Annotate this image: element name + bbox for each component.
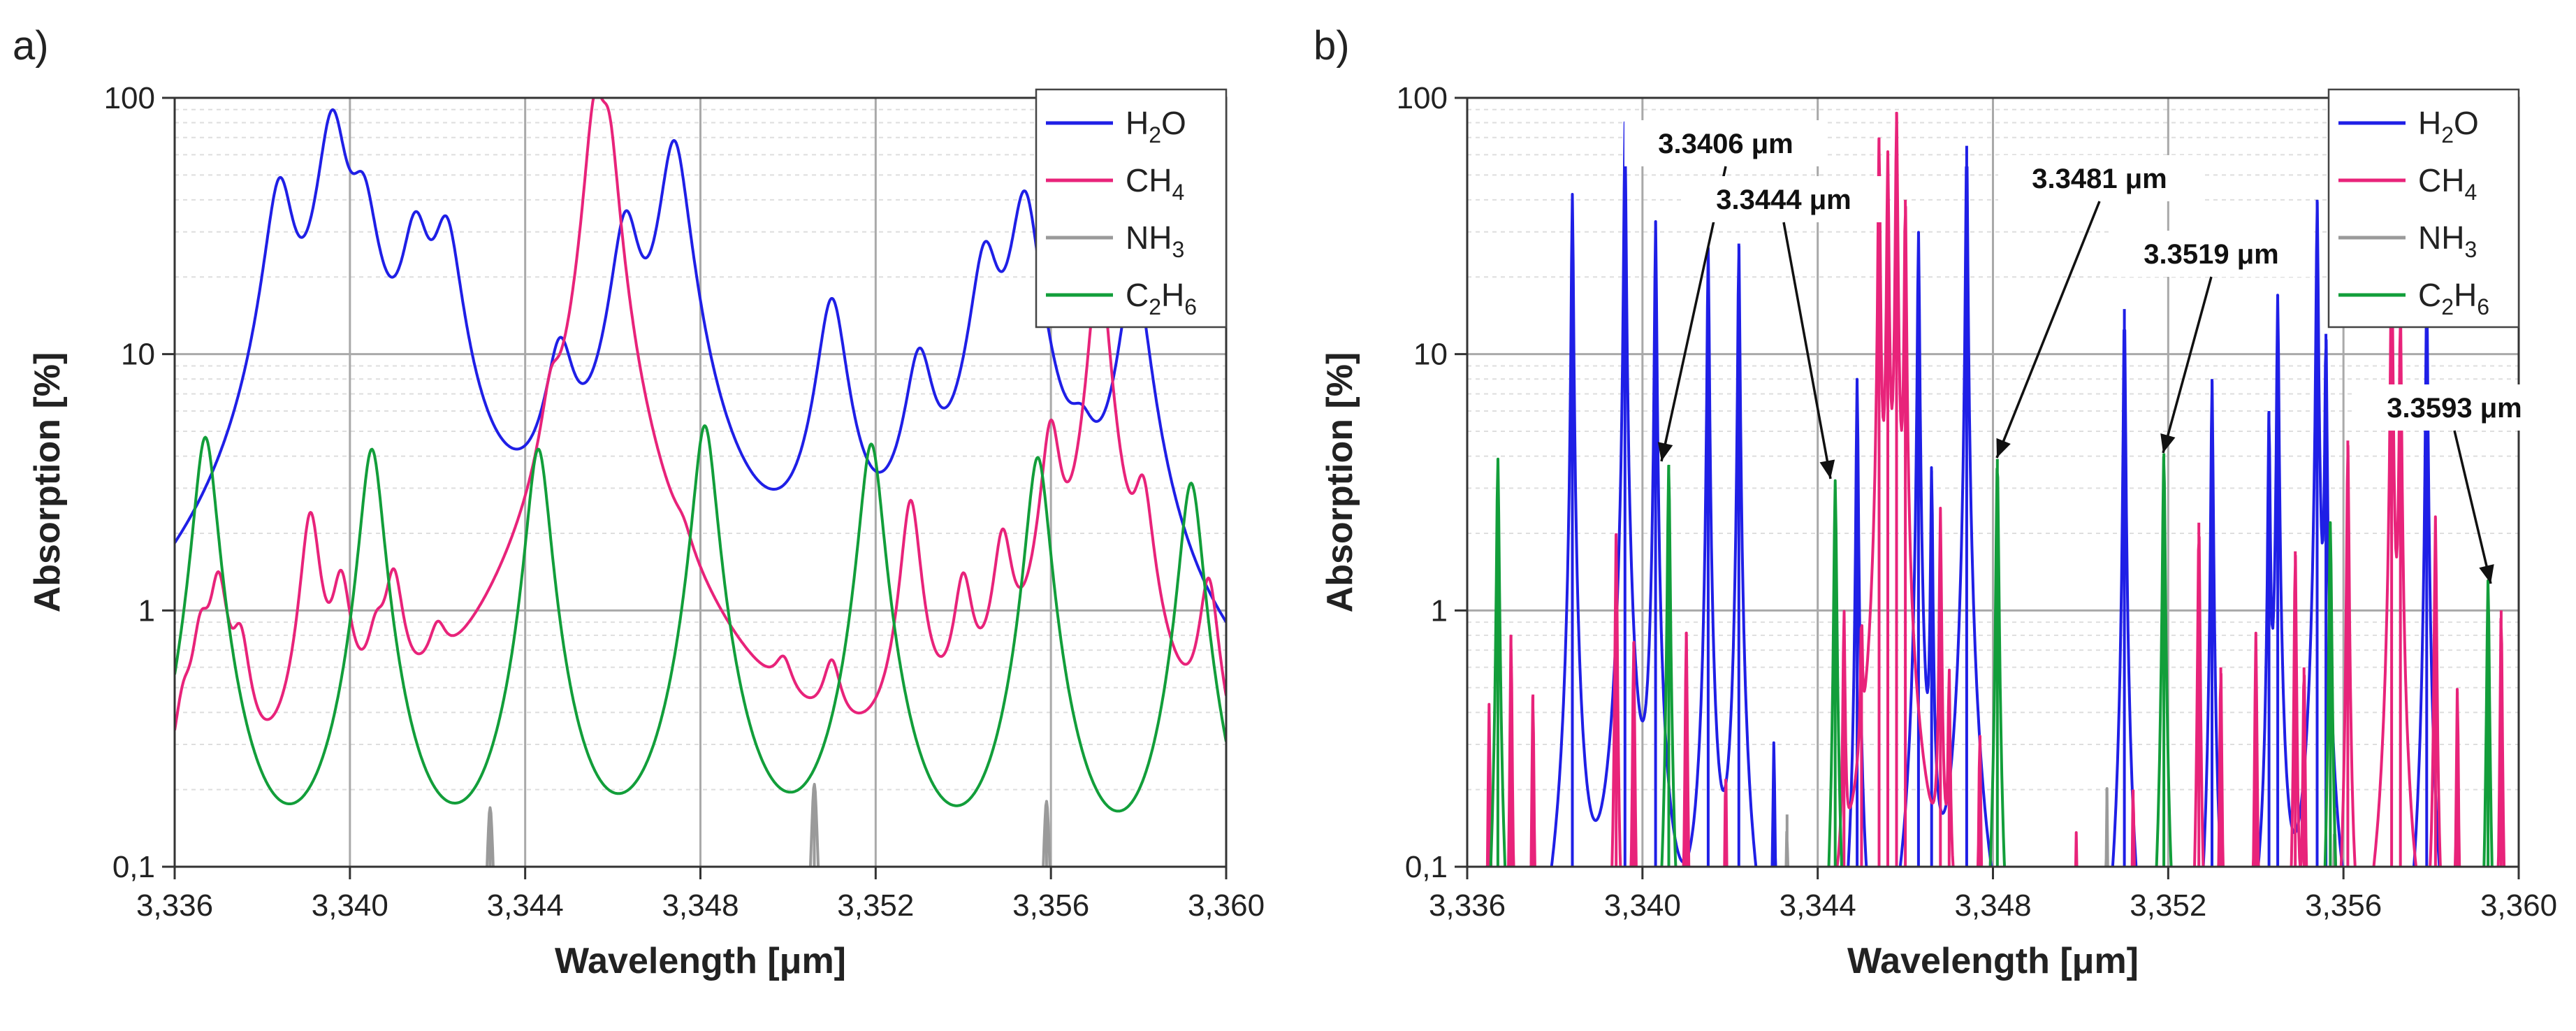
legend-entry-nh3: NH3 [2418, 219, 2477, 262]
y-tick-label: 10 [121, 338, 155, 372]
legend-text-subscript: 2 [1149, 122, 1161, 147]
legend-text-main: NH [2418, 219, 2464, 256]
series-group [175, 98, 1226, 867]
legend-text-tail: H [1161, 277, 1184, 313]
legend-text-main: C [2418, 277, 2441, 313]
legend-text-main: NH [1126, 219, 1172, 256]
y-tick-label: 100 [1397, 81, 1448, 115]
callout-arrow [1782, 222, 1832, 480]
legend-entry-ch4: CH4 [2418, 162, 2477, 205]
x-tick-label: 3,352 [2130, 888, 2206, 923]
callout-arrowhead [2479, 564, 2494, 584]
x-tick-label: 3,336 [1429, 888, 1506, 923]
legend-text-main: H [2418, 105, 2441, 141]
x-tick-label: 3,360 [2480, 888, 2557, 923]
series-line-c2h6 [1489, 453, 2494, 867]
y-axis-title: Absorption [%] [27, 352, 68, 613]
series-line-nh3 [486, 783, 1051, 867]
legend-text-subscript: 4 [1172, 180, 1184, 205]
callout-box [2353, 384, 2556, 431]
callout-arrowhead [1819, 459, 1835, 479]
callout-arrow [2453, 430, 2492, 584]
callout-label: 3.3406 μm [1658, 129, 1793, 159]
legend-text-main: CH [1126, 162, 1172, 199]
callout-label: 3.3481 μm [2032, 164, 2167, 194]
ticks: 3,336 3,340 3,344 3,348 3,352 3,356 3,360 0,1 1 1… [104, 81, 1265, 923]
callouts: 3.3406 μm 3.3444 μm 3.3481 μm 3.3519 μm 3.35… [1624, 120, 2556, 584]
legend-text-tail: O [2454, 105, 2479, 141]
legend-entry-nh3: NH3 [1126, 219, 1184, 262]
callout-box [1998, 155, 2201, 201]
x-tick-label: 3,344 [487, 888, 564, 923]
callout-label: 3.3444 μm [1716, 185, 1851, 215]
x-tick-label: 3,340 [312, 888, 388, 923]
x-tick-label: 3,348 [662, 888, 738, 923]
legend-text-tail: O [1161, 105, 1186, 141]
x-tick-label: 3,352 [837, 888, 914, 923]
legend-text-subscript: 2 [2441, 294, 2454, 319]
legend-entry-c2h6: C2H6 [2418, 277, 2489, 319]
callout-arrowhead [1996, 438, 2011, 458]
series-group [1485, 111, 2506, 867]
x-tick-label: 3,340 [1604, 888, 1681, 923]
legend-text-subscript: 4 [2464, 180, 2477, 205]
legend-text-main: H [1126, 105, 1149, 141]
x-tick-label: 3,356 [1012, 888, 1089, 923]
legend-box [2327, 88, 2520, 329]
callout-label: 3.3593 μm [2387, 393, 2522, 424]
legend-text-subscript: 6 [2477, 294, 2489, 319]
legend-entry-ch4: CH4 [1126, 162, 1184, 205]
legend-text-subscript: 3 [2464, 237, 2477, 262]
y-tick-label: 100 [104, 81, 155, 115]
y-tick-label: 1 [1431, 593, 1448, 628]
x-tick-label: 3,336 [136, 888, 213, 923]
x-axis-title: Wavelength [μm] [555, 941, 846, 981]
callout-box [2110, 231, 2313, 277]
legend-box [1035, 88, 1228, 329]
callout-box [1682, 176, 1885, 222]
x-axis-title: Wavelength [μm] [1847, 941, 2139, 981]
panel-b: b) 3,336 3,340 3,344 3,348 3,352 3,356 3,360 0,1… [1314, 23, 2557, 981]
legend-text-subscript: 6 [1184, 294, 1197, 319]
callout-arrowhead [1657, 442, 1673, 461]
legend-text-main: CH [2418, 162, 2464, 199]
ticks: 3,336 3,340 3,344 3,348 3,352 3,356 3,360 0,1 1 1… [1397, 81, 2557, 923]
x-tick-label: 3,356 [2305, 888, 2382, 923]
panel-label: b) [1314, 23, 1350, 69]
legend-entry-h2o: H2O [2418, 105, 2479, 147]
y-tick-label: 0,1 [1405, 850, 1448, 884]
panel-label: a) [13, 23, 49, 69]
x-tick-label: 3,344 [1780, 888, 1856, 923]
x-tick-label: 3,360 [1188, 888, 1265, 923]
panel-a: a) 3,336 3,340 3,344 3,348 3,352 3,356 3,360 0,1… [13, 23, 1265, 981]
y-tick-label: 1 [138, 593, 155, 628]
legend-text-subscript: 3 [1172, 237, 1184, 262]
series-line-h2o [175, 108, 1226, 623]
legend-text-tail: H [2454, 277, 2477, 313]
legend-text-main: C [1126, 277, 1149, 313]
legend-text-subscript: 2 [2441, 122, 2454, 147]
legend-text-subscript: 2 [1149, 294, 1161, 319]
legend-entry-c2h6: C2H6 [1126, 277, 1197, 319]
y-axis-title: Absorption [%] [1320, 352, 1360, 613]
series-line-ch4 [1485, 111, 2506, 867]
callout-arrow [2162, 276, 2213, 454]
y-tick-label: 0,1 [112, 850, 155, 884]
callout-arrowhead [2160, 433, 2176, 453]
series-line-nh3 [1784, 787, 2338, 867]
legend-entry-h2o: H2O [1126, 105, 1186, 147]
callout-label: 3.3519 μm [2144, 239, 2279, 270]
y-tick-label: 10 [1413, 338, 1448, 372]
x-tick-label: 3,348 [1954, 888, 2031, 923]
series-line-h2o [1550, 121, 2441, 867]
series-line-c2h6 [175, 424, 1226, 813]
callout-arrow [1995, 201, 2101, 459]
callout-box [1624, 120, 1827, 166]
